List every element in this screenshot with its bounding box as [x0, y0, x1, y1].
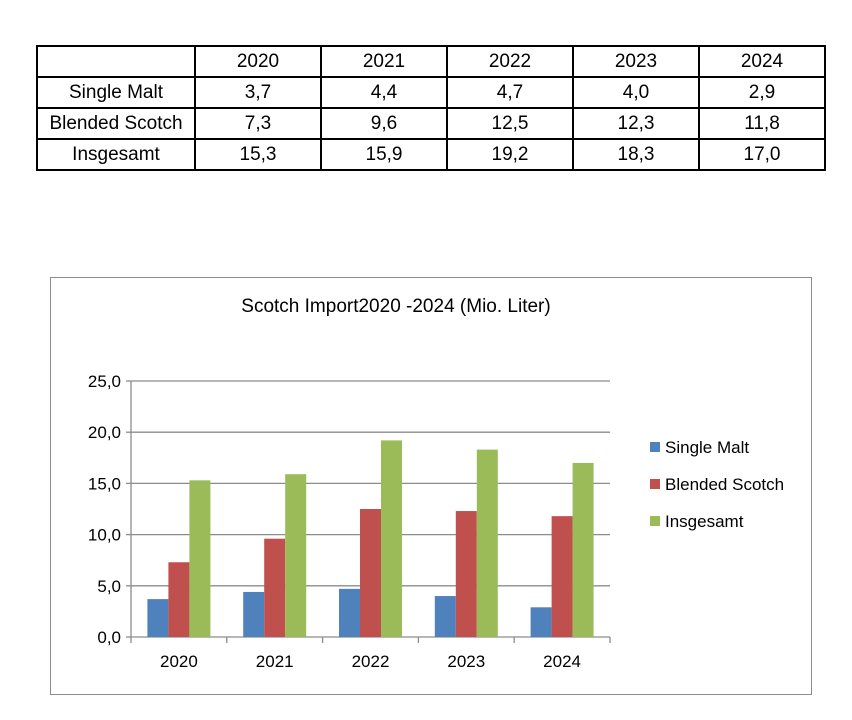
x-tick-label: 2024 — [543, 652, 581, 671]
bar-insgesamt — [381, 440, 402, 637]
table-cell: 7,3 — [194, 107, 322, 140]
y-tick-label: 10,0 — [88, 526, 121, 545]
bar-insgesamt — [476, 449, 498, 637]
bar-single-malt — [434, 596, 456, 637]
bar-single-malt — [243, 591, 265, 637]
table-cell: 12,5 — [446, 107, 574, 140]
bar-blended-scotch — [360, 509, 381, 637]
table-cell: 15,3 — [194, 138, 322, 171]
table-cell: 9,6 — [320, 107, 448, 140]
y-tick-label: 5,0 — [97, 577, 121, 596]
table-row-label: Insgesamt — [36, 138, 196, 171]
table-cell: 11,8 — [698, 107, 826, 140]
table-cell: 4,7 — [446, 76, 574, 109]
legend-swatch — [650, 516, 660, 526]
table-corner-cell — [36, 45, 196, 78]
table-row: Insgesamt 15,3 15,9 19,2 18,3 17,0 — [36, 138, 826, 171]
x-tick-label: 2021 — [256, 652, 294, 671]
table-row: Blended Scotch 7,3 9,6 12,5 12,3 11,8 — [36, 107, 826, 140]
table-header-cell: 2024 — [698, 45, 826, 78]
table-header-row: 2020 2021 2022 2023 2024 — [36, 45, 826, 78]
bar-single-malt — [147, 599, 169, 637]
table-row-label: Blended Scotch — [36, 107, 196, 140]
table-cell: 18,3 — [572, 138, 700, 171]
legend-label: Single Malt — [665, 438, 749, 457]
bar-blended-scotch — [551, 516, 573, 637]
table-cell: 17,0 — [698, 138, 826, 171]
bar-insgesamt — [285, 474, 307, 637]
x-tick-label: 2022 — [352, 652, 390, 671]
legend-label: Blended Scotch — [665, 475, 784, 494]
table-header-cell: 2022 — [446, 45, 574, 78]
axes: 0,0 5,0 10,0 15,0 20,0 25,0 2020 2021 2022 2023 20… — [88, 372, 611, 671]
chart-frame — [50, 277, 812, 695]
table-row-label: Single Malt — [36, 76, 196, 109]
y-tick-label: 25,0 — [88, 372, 121, 391]
legend-swatch — [650, 479, 660, 489]
table-cell: 2,9 — [698, 76, 826, 109]
x-tick-label: 2023 — [447, 652, 485, 671]
bar-blended-scotch — [455, 511, 477, 637]
bar-blended-scotch — [168, 562, 190, 637]
table-cell: 12,3 — [572, 107, 700, 140]
table-cell: 15,9 — [320, 138, 448, 171]
y-tick-label: 15,0 — [88, 474, 121, 493]
x-tick-label: 2020 — [160, 652, 198, 671]
bar-single-malt — [530, 607, 552, 637]
bars — [147, 440, 594, 637]
bar-blended-scotch — [264, 538, 286, 637]
bar-insgesamt — [572, 462, 594, 637]
legend: Single Malt Blended Scotch Insgesamt — [650, 438, 784, 531]
legend-swatch — [650, 442, 660, 452]
table-header-cell: 2021 — [320, 45, 448, 78]
table-cell: 3,7 — [194, 76, 322, 109]
table-header-cell: 2023 — [572, 45, 700, 78]
table-header-cell: 2020 — [194, 45, 322, 78]
y-tick-label: 20,0 — [88, 423, 121, 442]
table-cell: 19,2 — [446, 138, 574, 171]
chart-title: Scotch Import2020 -2024 (Mio. Liter) — [241, 296, 550, 317]
bar-single-malt — [339, 588, 360, 637]
table-row: Single Malt 3,7 4,4 4,7 4,0 2,9 — [36, 76, 826, 109]
table-cell: 4,4 — [320, 76, 448, 109]
bar-insgesamt — [189, 480, 211, 637]
data-table: 2020 2021 2022 2023 2024 Single Malt 3,7… — [36, 45, 826, 171]
y-tick-label: 0,0 — [97, 628, 121, 647]
table-cell: 4,0 — [572, 76, 700, 109]
legend-label: Insgesamt — [665, 512, 744, 531]
